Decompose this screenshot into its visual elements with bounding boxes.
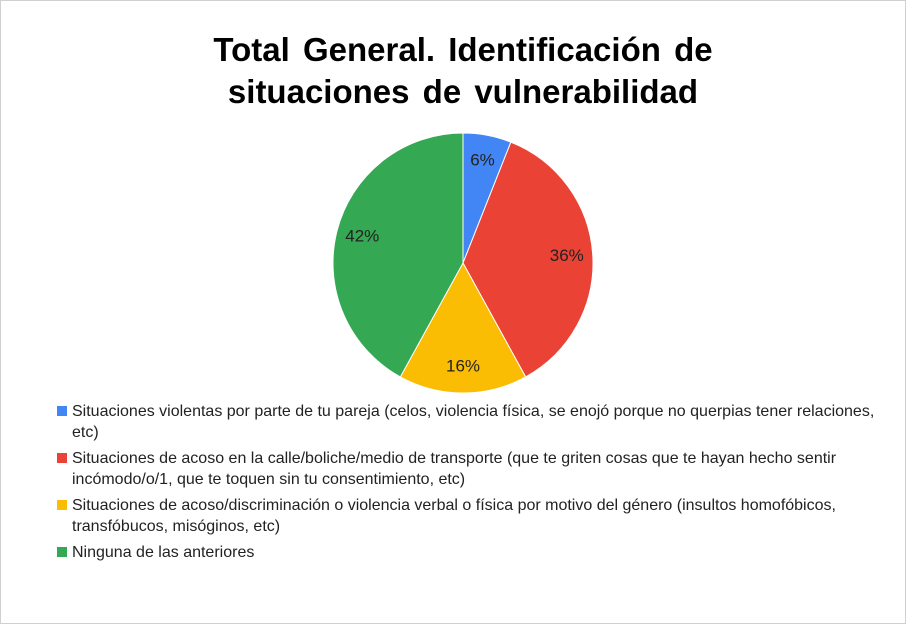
legend-label: Situaciones violentas por parte de tu pa… — [72, 403, 875, 441]
legend-label: Situaciones de acoso en la calle/boliche… — [72, 450, 837, 488]
legend-entry: Situaciones violentas por parte de tu pa… — [57, 401, 897, 443]
pie-area: 6% 36% 16% 42% — [332, 132, 594, 394]
pie-slice — [399, 261, 527, 394]
legend-label: Ninguna de las anteriores — [72, 544, 255, 561]
slice-label: 42% — [345, 227, 379, 246]
legend-swatch — [57, 406, 67, 416]
pie-slice — [332, 132, 464, 378]
slice-label: 6% — [470, 150, 495, 169]
legend-label: Situaciones de acoso/discriminación o vi… — [72, 497, 836, 535]
chart-title: Total General. Identificación de situaci… — [213, 31, 713, 110]
legend-swatch — [57, 453, 67, 463]
slice-label: 16% — [446, 356, 480, 375]
slice-label: 36% — [550, 246, 584, 265]
legend-entry: Ninguna de las anteriores — [57, 542, 897, 563]
legend-entry: Situaciones de acoso/discriminación o vi… — [57, 495, 897, 537]
legend-swatch — [57, 500, 67, 510]
legend-swatch — [57, 547, 67, 557]
legend: Situaciones violentas por parte de tu pa… — [57, 401, 897, 568]
legend-entry: Situaciones de acoso en la calle/boliche… — [57, 448, 897, 490]
pie-slice — [462, 141, 594, 378]
